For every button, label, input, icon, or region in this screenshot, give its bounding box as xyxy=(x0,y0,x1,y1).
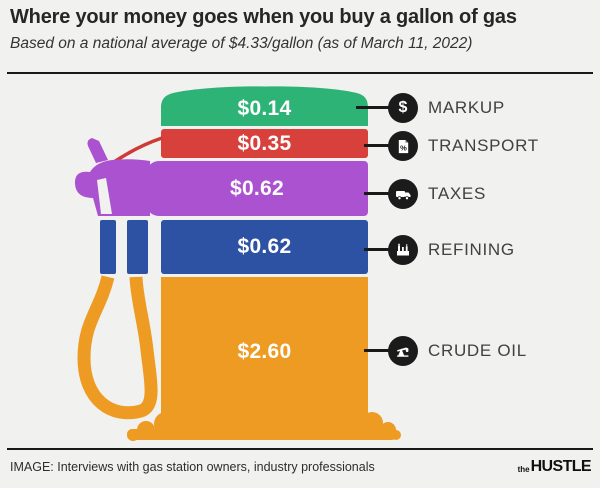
nozzle-body xyxy=(74,159,150,216)
nozzle-lower-section xyxy=(100,220,148,274)
legend-label-markup: MARKUP xyxy=(428,98,505,117)
segment-refining: $0.62 xyxy=(161,220,368,274)
leader-line-transport xyxy=(364,144,392,147)
nozzle-cable xyxy=(113,136,163,164)
leader-line-refining xyxy=(364,248,392,251)
legend-label-taxes: TAXES xyxy=(428,184,486,203)
truck-icon xyxy=(388,179,418,209)
segment-taxes-value: $0.62 xyxy=(229,176,285,200)
factory-icon xyxy=(388,235,418,265)
segment-crude-oil-value: $2.60 xyxy=(237,340,292,363)
leader-line-markup xyxy=(356,106,392,109)
the-hustle-logo: the HUSTLE xyxy=(517,458,592,476)
logo-prefix: the xyxy=(517,465,530,474)
receipt-percent-icon: % xyxy=(388,131,418,161)
leader-line-crude-oil xyxy=(364,349,392,352)
pump-top-dome xyxy=(161,86,368,126)
subtitle: Based on a national average of $4.33/gal… xyxy=(10,35,473,52)
dollar-sign-icon: $ xyxy=(388,93,418,123)
logo-name: HUSTLE xyxy=(530,458,592,475)
pump-nozzle xyxy=(74,138,150,216)
legend-label-transport: TRANSPORT xyxy=(428,136,539,155)
svg-text:%: % xyxy=(400,143,407,152)
legend-label-crude-oil: CRUDE OIL xyxy=(428,341,527,360)
segment-refining-value: $0.62 xyxy=(237,235,292,258)
header-divider xyxy=(7,72,593,74)
segment-transport: $0.35 xyxy=(161,129,368,158)
source-credit: IMAGE: Interviews with gas station owner… xyxy=(10,460,375,474)
oil-pumpjack-icon xyxy=(388,336,418,366)
leader-line-taxes xyxy=(364,192,392,195)
page-title: Where your money goes when you buy a gal… xyxy=(10,6,517,28)
nozzle-spout xyxy=(87,138,108,163)
footer-divider xyxy=(7,448,593,450)
nozzle-handle-hole xyxy=(97,178,112,214)
legend-label-refining: REFINING xyxy=(428,240,515,259)
pump-hose xyxy=(77,275,158,420)
segment-transport-value: $0.35 xyxy=(237,131,292,155)
segment-markup: $0.14 xyxy=(161,85,368,126)
segment-taxes: $0.62 xyxy=(146,161,368,216)
segment-markup-value: $0.14 xyxy=(237,97,292,120)
segment-crude-oil: $2.60 xyxy=(161,277,368,427)
